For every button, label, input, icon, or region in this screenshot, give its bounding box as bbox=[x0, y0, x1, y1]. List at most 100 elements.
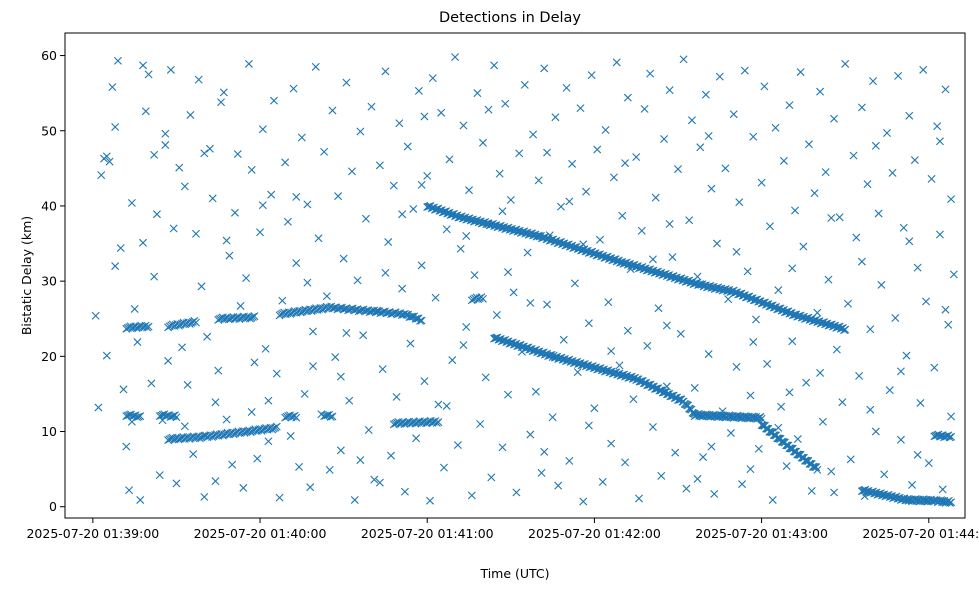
detection-point bbox=[442, 225, 451, 234]
detection-point bbox=[269, 96, 278, 105]
detection-point bbox=[392, 392, 401, 401]
detection-point bbox=[732, 362, 741, 371]
detection-point bbox=[314, 234, 323, 243]
detection-point bbox=[222, 236, 231, 245]
detection-point bbox=[843, 299, 852, 308]
detection-point bbox=[738, 480, 747, 489]
detection-point bbox=[802, 378, 811, 387]
detection-point bbox=[885, 386, 894, 395]
detection-point bbox=[894, 71, 903, 80]
track-detection-point bbox=[808, 462, 817, 471]
detection-point bbox=[147, 379, 156, 388]
detection-point bbox=[785, 388, 794, 397]
detection-point bbox=[141, 107, 150, 116]
detection-point bbox=[478, 138, 487, 147]
detection-point bbox=[696, 143, 705, 152]
detection-point bbox=[239, 483, 248, 492]
detection-point bbox=[283, 217, 292, 226]
detection-point bbox=[219, 88, 228, 97]
detection-point bbox=[810, 189, 819, 198]
detection-point bbox=[941, 305, 950, 314]
detection-point bbox=[222, 415, 231, 424]
detection-point bbox=[465, 186, 474, 195]
detection-point bbox=[919, 65, 928, 74]
detection-point bbox=[701, 90, 710, 99]
detection-point bbox=[832, 345, 841, 354]
detection-point bbox=[150, 150, 159, 159]
detection-point bbox=[554, 481, 563, 490]
detection-point bbox=[325, 465, 334, 474]
detection-point bbox=[584, 421, 593, 430]
detection-point bbox=[933, 122, 942, 131]
detection-point bbox=[370, 475, 379, 484]
detection-point bbox=[562, 83, 571, 92]
detection-point bbox=[233, 150, 242, 159]
detection-point bbox=[905, 111, 914, 120]
detection-point bbox=[509, 288, 518, 297]
detection-point bbox=[821, 168, 830, 177]
detection-point bbox=[531, 387, 540, 396]
detection-point bbox=[289, 84, 298, 93]
detection-point bbox=[799, 242, 808, 251]
detection-point bbox=[548, 413, 557, 422]
detection-point bbox=[152, 210, 161, 219]
track-detection-point bbox=[785, 444, 794, 453]
detection-point bbox=[863, 180, 872, 189]
detection-point bbox=[902, 351, 911, 360]
detection-point bbox=[612, 58, 621, 67]
detection-point bbox=[743, 267, 752, 276]
detection-point bbox=[816, 368, 825, 377]
detection-point bbox=[498, 207, 507, 216]
detection-point bbox=[871, 427, 880, 436]
detection-point bbox=[501, 99, 510, 108]
detection-point bbox=[139, 238, 148, 247]
detection-point bbox=[774, 286, 783, 295]
detection-point bbox=[732, 247, 741, 256]
track-detection-point bbox=[650, 384, 659, 393]
detection-point bbox=[693, 474, 702, 483]
detection-point bbox=[888, 168, 897, 177]
detection-point bbox=[247, 165, 256, 174]
detection-point bbox=[261, 344, 270, 353]
detection-point bbox=[830, 114, 839, 123]
detection-point bbox=[579, 497, 588, 506]
detection-point bbox=[264, 396, 273, 405]
detection-point bbox=[537, 468, 546, 477]
detection-point bbox=[426, 496, 435, 505]
detection-point bbox=[640, 104, 649, 113]
detection-point bbox=[175, 163, 184, 172]
detection-point bbox=[272, 369, 281, 378]
detection-point bbox=[102, 152, 111, 161]
track-detection-point bbox=[434, 418, 443, 427]
detection-point bbox=[462, 323, 471, 331]
detection-point bbox=[336, 446, 345, 455]
detection-point bbox=[428, 74, 437, 83]
detection-point bbox=[375, 161, 384, 170]
detection-point bbox=[303, 200, 312, 209]
detection-point bbox=[228, 460, 237, 469]
detection-point bbox=[133, 338, 142, 347]
y-tick-label: 10 bbox=[41, 424, 57, 439]
detection-point bbox=[414, 86, 423, 95]
detection-point bbox=[551, 113, 560, 122]
detection-point bbox=[189, 450, 198, 459]
detection-point bbox=[788, 264, 797, 273]
detection-point bbox=[576, 104, 585, 113]
track-detection-point bbox=[701, 410, 710, 419]
detection-point bbox=[704, 350, 713, 359]
detection-point bbox=[804, 140, 813, 149]
detection-point bbox=[119, 385, 128, 394]
detection-point bbox=[726, 429, 735, 438]
detection-point bbox=[529, 130, 538, 139]
detection-point bbox=[105, 157, 114, 166]
x-tick-label: 2025-07-20 01:39:00 bbox=[26, 526, 159, 541]
detection-point bbox=[699, 453, 708, 462]
detection-point bbox=[648, 255, 657, 264]
detection-point bbox=[785, 101, 794, 110]
track-detection-point bbox=[643, 381, 652, 390]
track-detection-point bbox=[944, 496, 953, 505]
detection-point bbox=[582, 187, 591, 196]
detection-point bbox=[462, 232, 471, 241]
detection-point bbox=[395, 119, 404, 128]
detection-point bbox=[445, 155, 454, 164]
